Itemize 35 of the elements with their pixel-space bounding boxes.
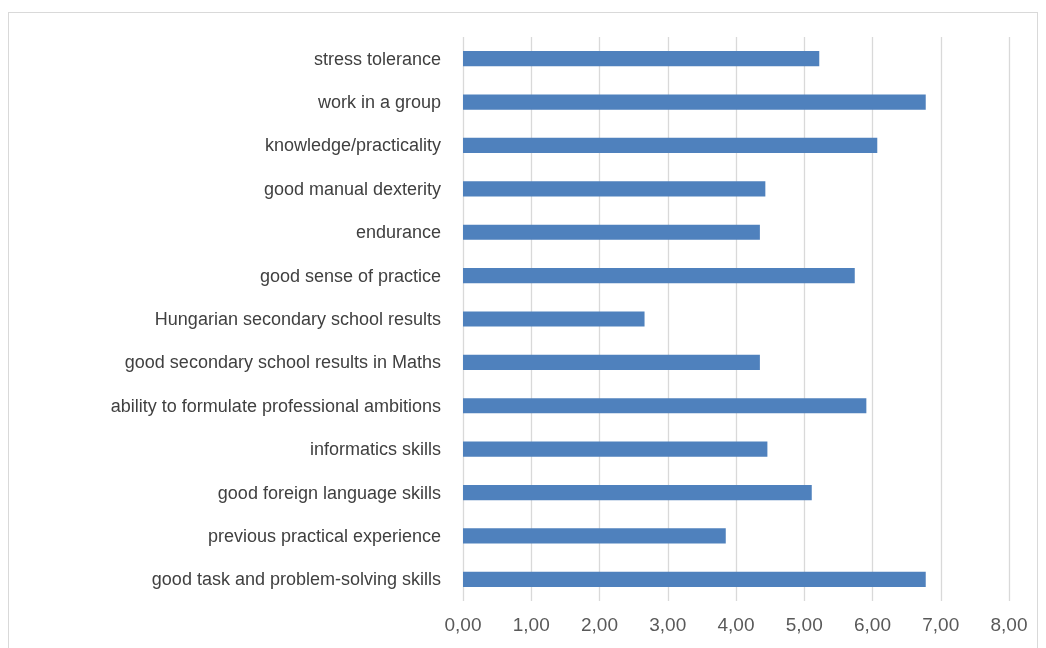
y-tick-label: good foreign language skills: [217, 482, 441, 503]
y-tick-label: informatics skills: [309, 439, 441, 460]
x-tick-label: 6,00: [854, 614, 891, 635]
y-tick-label: work in a group: [316, 92, 441, 113]
bar: [463, 311, 645, 327]
y-tick-label: previous practical experience: [207, 525, 441, 546]
x-tick-label: 2,00: [581, 614, 618, 635]
x-tick-label: 5,00: [785, 614, 823, 635]
y-tick-label: good sense of practice: [259, 265, 441, 286]
bar: [463, 181, 766, 197]
y-tick-label: endurance: [355, 222, 441, 243]
bar: [463, 484, 812, 501]
bar: [463, 528, 726, 544]
x-tick-label: 3,00: [649, 614, 687, 635]
x-tick-label: 1,00: [512, 614, 550, 635]
bar: [463, 137, 878, 154]
y-tick-label: stress tolerance: [313, 48, 441, 69]
bar: [463, 268, 855, 284]
y-tick-label: good task and problem-solving skills: [151, 569, 441, 590]
y-tick-label: good secondary school results in Maths: [124, 352, 441, 373]
bar: [463, 441, 768, 457]
bar: [463, 51, 820, 67]
bar: [463, 398, 867, 414]
y-tick-label: Hungarian secondary school results: [154, 309, 441, 329]
x-tick-label: 4,00: [717, 614, 755, 635]
y-tick-label: ability to formulate professional ambitions: [110, 395, 441, 416]
x-tick-label: 8,00: [990, 614, 1028, 635]
bar: [463, 571, 926, 587]
y-tick-label: good manual dexterity: [263, 178, 441, 199]
bar: [463, 354, 760, 370]
bar: [463, 94, 926, 110]
bar: [463, 224, 760, 240]
x-tick-label: 7,00: [922, 614, 960, 635]
x-tick-label: 0,00: [444, 614, 482, 635]
y-tick-label: knowledge/practicality: [264, 135, 441, 156]
